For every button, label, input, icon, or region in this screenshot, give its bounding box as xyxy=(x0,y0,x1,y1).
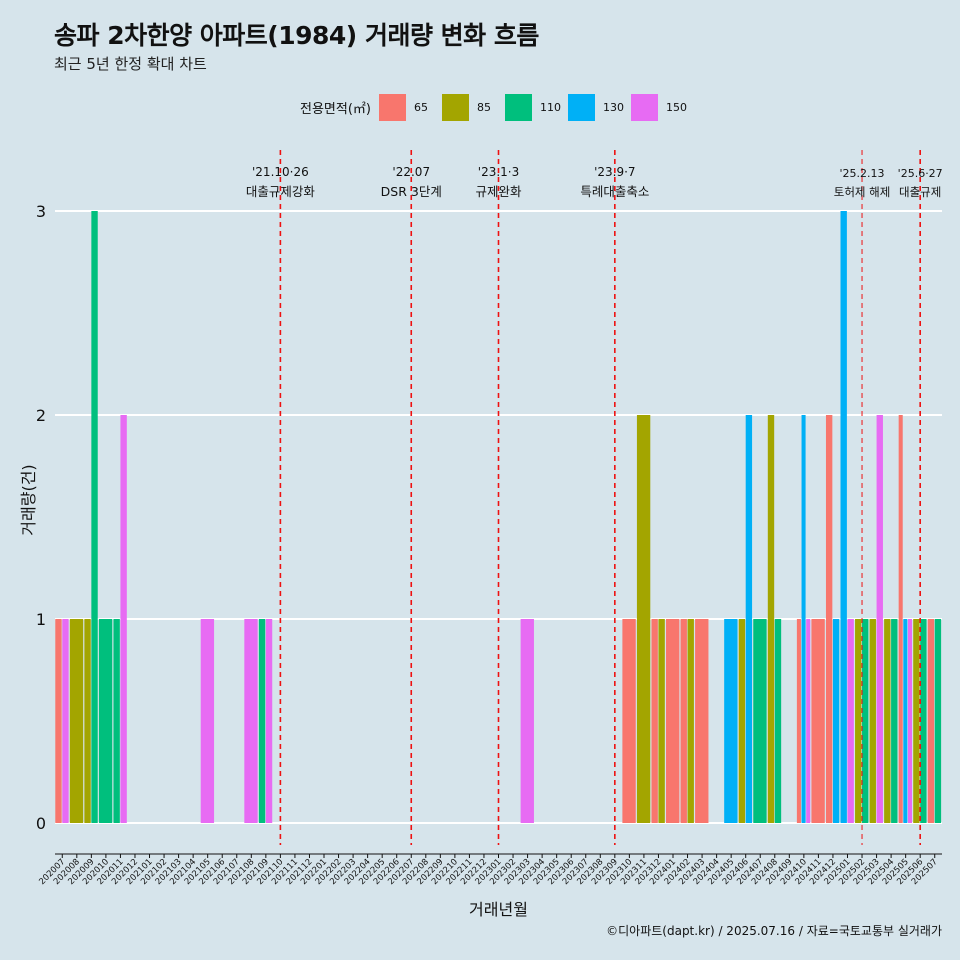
bar-202403-65 xyxy=(695,619,709,823)
bar-202312-65 xyxy=(651,619,658,823)
bar-202011-110 xyxy=(113,619,120,823)
event-label-202506: 대출규제 xyxy=(899,185,941,199)
legend-item-130: 130 xyxy=(567,93,625,121)
bar-202108-150 xyxy=(244,619,258,823)
bar-202506-85 xyxy=(913,619,920,823)
legend-swatch-130 xyxy=(567,93,595,121)
bar-202109-110 xyxy=(258,619,266,823)
bar-202503-150 xyxy=(876,415,883,823)
event-date-202301: '23.1·3 xyxy=(478,165,519,179)
legend-item-65: 65 xyxy=(378,93,436,121)
source-caption: ©디아파트(dapt.kr) / 2025.07.16 / 자료=국토교통부 실… xyxy=(606,924,942,938)
bar-202504-85 xyxy=(884,619,891,823)
legend-swatch-65 xyxy=(378,93,406,121)
bar-202009-85 xyxy=(84,619,91,823)
bar-202406-85 xyxy=(738,619,746,823)
bar-202311-85 xyxy=(636,415,651,823)
x-axis-title: 거래년월 xyxy=(469,900,528,919)
legend-swatch-150 xyxy=(630,93,658,121)
bar-202502-110 xyxy=(862,619,869,823)
legend-label-65: 65 xyxy=(413,100,428,114)
y-tick-label-2: 2 xyxy=(36,406,46,425)
chart-subtitle: 최근 5년 한정 확대 차트 xyxy=(54,55,207,73)
event-label-202502: 토허제 해제 xyxy=(834,185,891,199)
bar-202407-110 xyxy=(753,619,767,823)
event-date-202309: '23.9·7 xyxy=(594,165,635,179)
bar-202506-110 xyxy=(920,619,927,823)
bar-202412-130 xyxy=(832,619,840,823)
bar-202502-85 xyxy=(855,619,862,823)
y-tick-label-1: 1 xyxy=(36,610,46,629)
legend-label-130: 130 xyxy=(602,100,624,114)
y-tick-label-0: 0 xyxy=(36,814,46,833)
bar-202410-150 xyxy=(806,619,811,823)
event-date-202506: '25.6·27 xyxy=(898,167,943,180)
legend-label-110: 110 xyxy=(539,100,561,114)
event-date-202110: '21.10·26 xyxy=(252,165,309,179)
event-date-202502: '25.2.13 xyxy=(840,167,885,180)
legend-label-150: 150 xyxy=(665,100,687,114)
bar-202505-130 xyxy=(903,619,908,823)
event-label-202110: 대출규제강화 xyxy=(246,184,316,199)
legend-swatch-110 xyxy=(504,93,532,121)
bar-202402-65 xyxy=(680,619,687,823)
bar-202501-150 xyxy=(847,619,854,823)
bar-202008-85 xyxy=(69,619,84,823)
bar-202010-110 xyxy=(98,619,113,823)
bar-202105-150 xyxy=(200,619,215,823)
bar-202507-65 xyxy=(927,619,935,823)
legend: 전용면적(㎡) 65 85 110 130 150 xyxy=(300,92,694,122)
bar-202109-150 xyxy=(265,619,273,823)
legend-item-85: 85 xyxy=(441,93,499,121)
bar-202406-130 xyxy=(745,415,753,823)
bar-202011-150 xyxy=(120,415,127,823)
bar-202410-65 xyxy=(796,619,801,823)
bar-202312-85 xyxy=(658,619,665,823)
bar-202505-65 xyxy=(898,415,903,823)
bar-202410-130 xyxy=(801,415,806,823)
legend-item-110: 110 xyxy=(504,93,562,121)
legend-swatch-85 xyxy=(441,93,469,121)
bar-202503-85 xyxy=(869,619,876,823)
bar-202402-85 xyxy=(687,619,694,823)
y-tick-label-3: 3 xyxy=(36,202,46,221)
legend-title: 전용면적(㎡) xyxy=(300,101,371,117)
bar-202501-130 xyxy=(840,211,847,823)
bar-202504-110 xyxy=(891,619,898,823)
legend-label-85: 85 xyxy=(476,100,491,114)
bar-202007-150 xyxy=(62,619,69,823)
bar-202507-110 xyxy=(934,619,942,823)
bar-202412-65 xyxy=(825,415,833,823)
bar-202007-65 xyxy=(55,619,62,823)
bar-202408-110 xyxy=(774,619,782,823)
chart-title: 송파 2차한양 아파트(1984) 거래량 변화 흐름 xyxy=(54,21,539,50)
bar-202405-130 xyxy=(724,619,738,823)
event-label-202309: 특례대출축소 xyxy=(580,184,649,199)
y-axis-title: 거래량(건) xyxy=(19,464,38,535)
event-date-202207: '22.07 xyxy=(392,165,430,179)
legend-item-150: 150 xyxy=(630,93,688,121)
bar-202401-65 xyxy=(666,619,680,823)
bar-202303-150 xyxy=(520,619,534,823)
bar-202408-85 xyxy=(767,415,775,823)
bar-202411-65 xyxy=(811,619,825,823)
bar-202310-65 xyxy=(622,619,636,823)
event-label-202301: 규제완화 xyxy=(475,184,522,199)
bar-202505-150 xyxy=(907,619,913,823)
bar-202009-110 xyxy=(91,211,98,823)
event-label-202207: DSR 3단계 xyxy=(381,184,442,199)
